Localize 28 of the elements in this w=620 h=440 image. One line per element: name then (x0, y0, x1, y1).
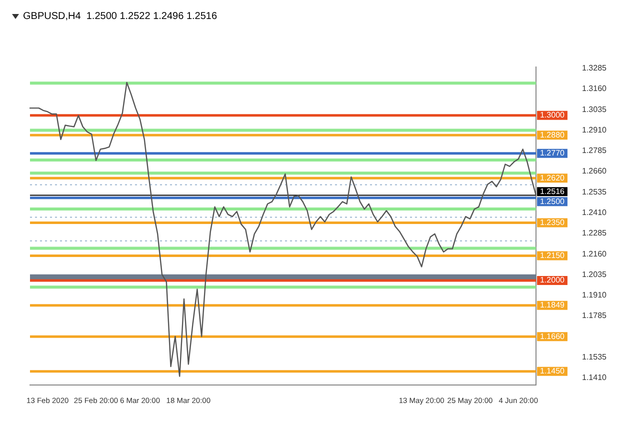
y-tick-label: 1.2160 (582, 249, 608, 258)
y-tick-label: 1.1785 (582, 311, 608, 320)
chart-title: GBPUSD,H4 1.2500 1.2522 1.2496 1.2516 (23, 10, 218, 22)
ref-line-label: 1.3000 (540, 110, 566, 120)
ref-line-label: 1.2620 (540, 173, 566, 182)
y-tick-label: 1.3160 (582, 84, 608, 94)
y-tick-label: 1.2410 (582, 208, 608, 217)
ref-line-label: 1.2150 (540, 250, 566, 260)
ref-line-label: 1.2880 (540, 130, 566, 140)
ref-line-label: 1.2000 (540, 276, 566, 285)
y-tick-label: 1.2910 (582, 125, 608, 134)
ref-line-label: 1.1660 (540, 332, 566, 341)
ref-line-label: 1.2516 (540, 186, 566, 196)
ref-line-label: 1.2770 (540, 148, 566, 158)
y-tick-label: 1.2785 (582, 146, 608, 156)
ref-line-label: 1.2350 (540, 218, 566, 227)
ref-line-label: 1.1450 (540, 366, 566, 376)
y-tick-label: 1.2035 (582, 270, 608, 279)
y-tick-label: 1.3285 (582, 63, 608, 72)
y-tick-label: 1.2535 (582, 187, 608, 196)
ref-line-label: 1.1849 (540, 300, 566, 310)
y-tick-label: 1.2285 (582, 228, 608, 238)
y-tick-label: 1.1535 (582, 352, 608, 362)
y-tick-label: 1.2660 (582, 166, 608, 176)
ref-line-label: 1.2500 (540, 196, 566, 206)
y-tick-label: 1.3035 (582, 104, 608, 114)
y-tick-label: 1.1910 (582, 290, 608, 300)
y-tick-label: 1.1410 (582, 373, 608, 382)
